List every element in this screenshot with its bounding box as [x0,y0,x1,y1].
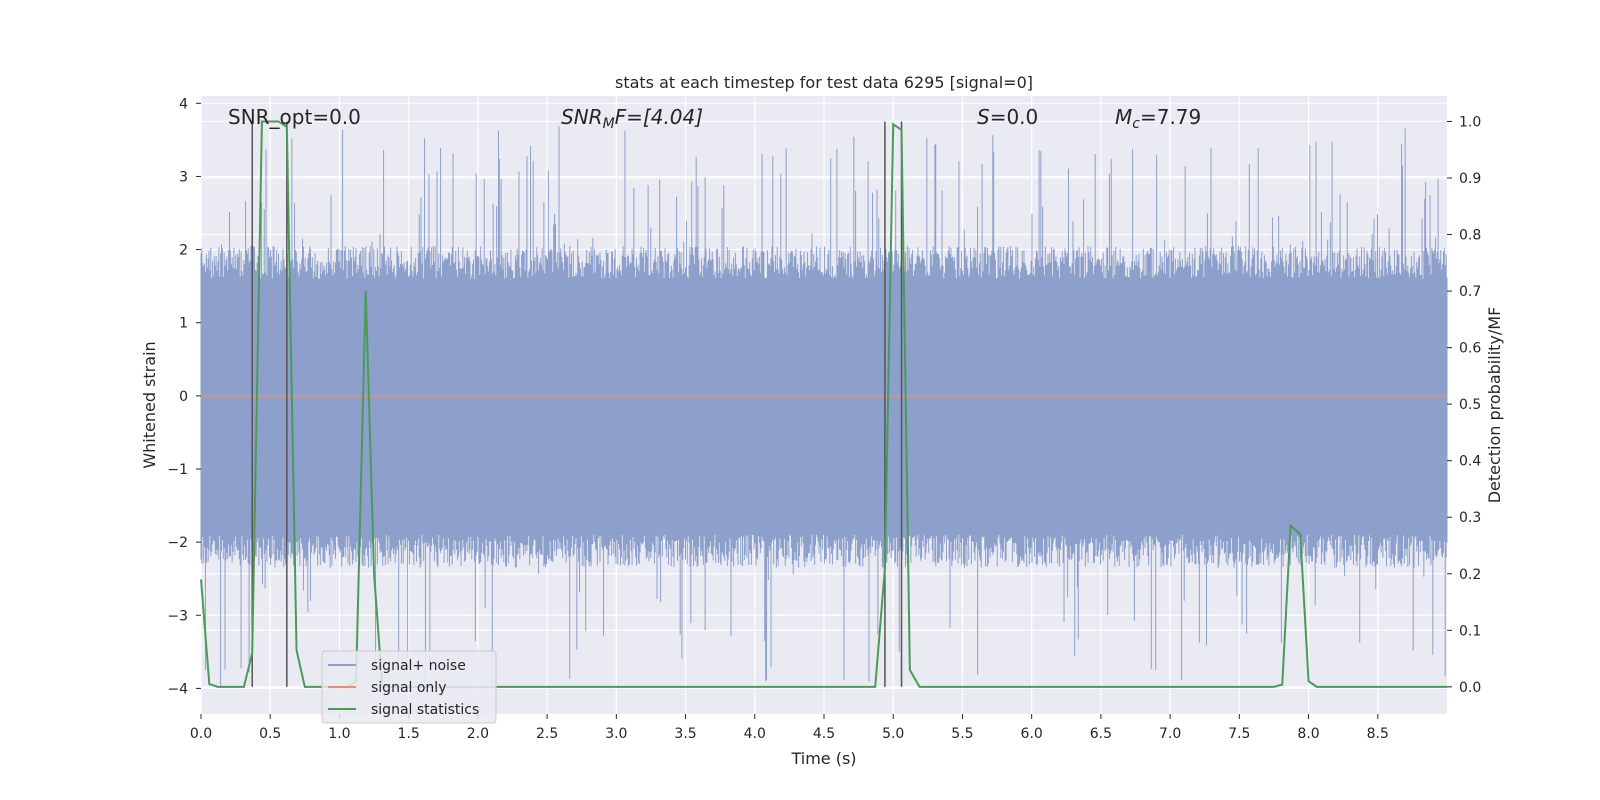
x-tick-label-7: 3.5 [674,726,696,742]
y2-tick-label-10: 1.0 [1459,114,1481,130]
x-tick-label-5: 2.5 [536,726,558,742]
annotation-snr-mf: SNRMF=[4.04] [561,105,703,132]
y2-tick-label-9: 0.9 [1459,171,1481,187]
x-tick-label-11: 5.5 [951,726,973,742]
legend: signal+ noise signal only signal statist… [321,650,497,724]
annotation-snr-mf-tail: F=[4.04] [615,105,703,129]
x-tick-label-10: 5.0 [882,726,904,742]
y2-tick-labels: 0.0 0.1 0.2 0.3 0.4 0.5 0.6 0.7 0.8 0.9 1.0 [1447,114,1481,696]
legend-label-statistics: signal statistics [371,702,479,718]
y-tick-label-6: 2 [179,243,188,259]
y-tick-label-8: 4 [179,96,188,112]
x-tick-label-0: 0.0 [190,726,212,742]
y-tick-labels: −4 −3 −2 −1 0 1 2 3 4 [167,96,201,697]
y-axis-label: Whitened strain [140,341,159,468]
y2-tick-label-6: 0.6 [1459,341,1481,357]
y-tick-label-7: 3 [179,169,188,185]
y2-tick-label-7: 0.7 [1459,284,1481,300]
y2-tick-label-3: 0.3 [1459,510,1481,526]
x-tick-label-13: 6.5 [1090,726,1112,742]
annotation-s-tail: =0.0 [990,105,1039,129]
x-tick-label-2: 1.0 [328,726,350,742]
x-tick-label-17: 8.5 [1367,726,1389,742]
annotation-mc: Mc=7.79 [1115,105,1201,132]
x-axis-label: Time (s) [790,749,856,768]
y2-tick-label-4: 0.4 [1459,454,1481,470]
x-tick-label-9: 4.5 [813,726,835,742]
y-tick-label-1: −3 [167,608,188,624]
annotation-mc-tail: =7.79 [1140,105,1201,129]
annotation-mc-sub: c [1132,116,1140,132]
y2-tick-label-1: 0.1 [1459,623,1481,639]
annotation-snr-mf-sub: M [603,116,615,132]
x-tick-label-16: 8.0 [1297,726,1319,742]
chart-title: stats at each timestep for test data 629… [615,73,1033,92]
annotation-snr-mf-main: SNR [561,105,603,129]
y2-tick-label-5: 0.5 [1459,397,1481,413]
y-tick-label-2: −2 [167,535,188,551]
x-tick-label-8: 4.0 [744,726,766,742]
x-tick-label-1: 0.5 [259,726,281,742]
y-tick-label-5: 1 [179,316,188,332]
x-tick-label-6: 3.0 [605,726,627,742]
y2-tick-label-8: 0.8 [1459,228,1481,244]
x-tick-label-15: 7.5 [1228,726,1250,742]
annotation-mc-main: M [1115,105,1132,129]
vertical-markers [251,121,903,687]
legend-label-signal-only: signal only [371,680,446,696]
legend-label-noise: signal+ noise [371,658,466,674]
legend-box [321,650,497,724]
y-tick-label-4: 0 [179,389,188,405]
y-tick-label-0: −4 [167,681,188,697]
y2-tick-label-2: 0.2 [1459,567,1481,583]
x-tick-label-14: 7.0 [1159,726,1181,742]
x-tick-label-4: 2.0 [467,726,489,742]
x-tick-label-12: 6.0 [1021,726,1043,742]
x-tick-label-3: 1.5 [398,726,420,742]
y-tick-label-3: −1 [167,462,188,478]
x-tick-labels: 0.0 0.5 1.0 1.5 2.0 2.5 3.0 3.5 4.0 4.5 5.0 5.5 6.0 6… [190,714,1389,742]
annotation-s-main: S [977,105,990,129]
y2-axis-label: Detection probability/MF [1485,307,1504,504]
annotation-s: S=0.0 [977,105,1038,129]
y2-tick-label-0: 0.0 [1459,680,1481,696]
annotation-snr-opt: SNR_opt=0.0 [228,105,361,129]
signal-noise-series [200,126,1448,687]
